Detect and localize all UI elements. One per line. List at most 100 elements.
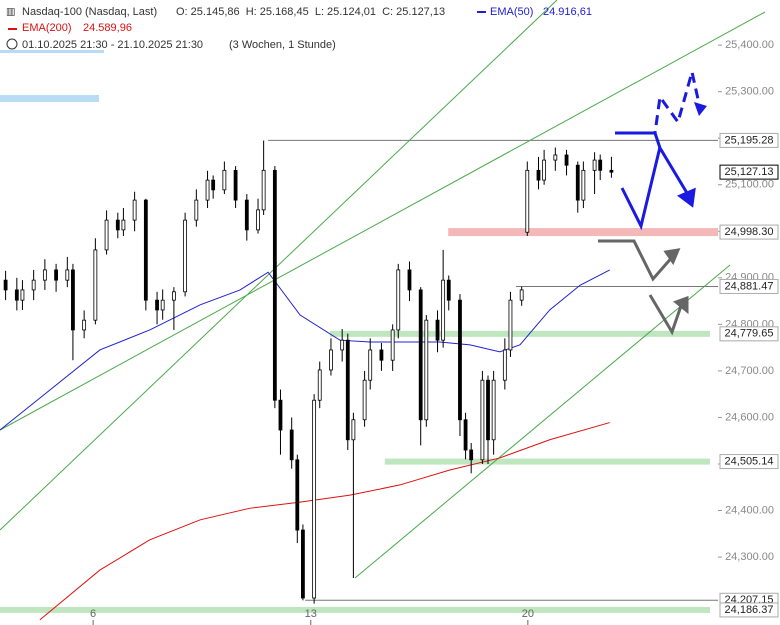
- candle-body: [183, 219, 188, 293]
- candle-body: [390, 329, 395, 361]
- candle-body: [592, 159, 597, 171]
- candle-body: [205, 179, 210, 201]
- level-box: [719, 132, 779, 148]
- level-label: 25,195.28: [725, 134, 774, 146]
- candle-body: [155, 299, 159, 311]
- candle-body: [379, 349, 384, 361]
- resistance-zone: [448, 228, 718, 237]
- trend-line: [0, 11, 766, 431]
- candle-body: [502, 349, 507, 381]
- x-tick-label: 20: [522, 608, 534, 620]
- trend-line: [0, 0, 558, 531]
- candle-body: [20, 289, 25, 301]
- level-label: 24,186.37: [725, 604, 774, 616]
- candle-body: [598, 159, 603, 171]
- candle-body: [301, 529, 305, 599]
- interval: (3 Wochen, 1 Stunde): [229, 39, 336, 51]
- candle-body: [536, 169, 541, 181]
- candle-body: [278, 399, 283, 431]
- level-box: [719, 164, 779, 180]
- y-tick-label: 24,300.00: [725, 551, 774, 563]
- candle-body: [609, 169, 614, 173]
- candle-body: [121, 219, 126, 231]
- candle-body: [160, 299, 165, 311]
- candle-body: [82, 319, 87, 331]
- y-tick-label: 24,600.00: [725, 411, 774, 423]
- candle-body: [486, 379, 490, 441]
- y-tick-label: 24,700.00: [725, 365, 774, 377]
- arrow: [598, 239, 676, 282]
- candle-body: [351, 419, 356, 441]
- candle-body: [491, 379, 496, 441]
- level-box: [719, 326, 779, 342]
- arrow: [648, 294, 684, 336]
- candle-body: [312, 399, 317, 599]
- forecast-arrows: [598, 71, 707, 336]
- candle-body: [132, 199, 137, 221]
- legend-swatch: [8, 28, 17, 30]
- y-tick-label: 25,400.00: [725, 39, 774, 51]
- level-box: [719, 224, 779, 240]
- decor-bar: [0, 95, 99, 102]
- candle-body: [418, 289, 423, 421]
- level-label: 24,881.47: [725, 280, 774, 292]
- candle-body: [458, 299, 462, 421]
- level-box: [719, 454, 779, 470]
- support-zone: [0, 606, 710, 613]
- candle-body: [104, 219, 109, 251]
- candle-body: [31, 279, 36, 291]
- candle-body: [469, 449, 474, 461]
- candle-body: [396, 269, 401, 331]
- candle-body: [233, 169, 238, 201]
- arrow: [620, 146, 662, 231]
- candle-body: [171, 291, 176, 301]
- level-box: [719, 278, 779, 294]
- candle-body: [211, 179, 216, 191]
- candle-body: [329, 349, 333, 371]
- candle-body: [3, 279, 8, 291]
- legend-value: 24.916,61: [543, 6, 592, 18]
- candle-body: [525, 169, 530, 233]
- candle-body: [244, 199, 249, 231]
- price-axis: 25,400.0025,300.0025,200.0025,100.0025,0…: [90, 39, 779, 625]
- candle-body: [463, 419, 468, 451]
- arrow-head: [673, 295, 689, 315]
- plot: [0, 140, 614, 621]
- candle-body: [441, 279, 446, 341]
- candle-body: [93, 249, 98, 321]
- candle-body: [362, 379, 367, 421]
- legend-label: EMA(50): [490, 6, 533, 18]
- trend-line: [354, 264, 731, 579]
- candle-body: [317, 369, 322, 401]
- candle-body: [407, 269, 412, 291]
- x-tick-label: 13: [305, 608, 317, 620]
- candle-body: [542, 159, 547, 181]
- candle-body: [345, 339, 350, 441]
- legend-label: EMA(200): [22, 22, 72, 34]
- x-tick-label: 6: [90, 608, 96, 620]
- y-tick-label: 24,400.00: [725, 504, 774, 516]
- candle-body: [340, 339, 345, 351]
- candle-body: [115, 219, 120, 231]
- candle-body: [42, 269, 47, 281]
- ohlc-text: O: 25.145,86 H: 25.168,45 L: 25.124,01 C…: [176, 6, 445, 18]
- period: 01.10.2025 21:30 - 21.10.2025 21:30: [22, 39, 203, 51]
- candle-body: [71, 269, 75, 331]
- candle-body: [368, 349, 373, 381]
- ema-line: [39, 422, 610, 621]
- candle-body: [435, 319, 440, 341]
- candle-body: [65, 269, 70, 281]
- support-zone: [384, 458, 710, 465]
- level-label: 25,127.13: [725, 166, 774, 178]
- candle-body: [14, 289, 19, 301]
- candle-body: [424, 319, 429, 421]
- candle-body: [289, 429, 294, 461]
- clock-icon: [6, 38, 18, 50]
- legend-value: 24.589,96: [83, 22, 132, 34]
- arrow-head: [677, 187, 696, 208]
- candle-body: [222, 169, 227, 191]
- candle-body: [575, 164, 580, 201]
- level-label: 24,505.14: [725, 455, 774, 467]
- level-label: 24,779.65: [725, 328, 774, 340]
